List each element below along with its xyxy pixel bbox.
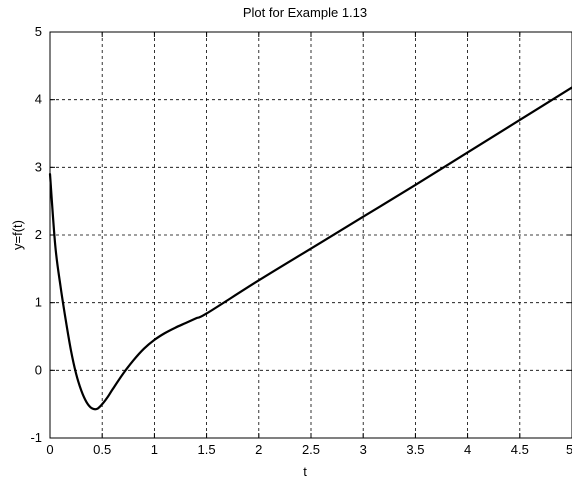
plot-frame: [49, 31, 572, 439]
y-axis-label: y=f(t): [10, 220, 25, 250]
x-tick-label: 0.5: [93, 442, 111, 457]
x-tick-label: 1: [151, 442, 158, 457]
x-tick-label: 4.5: [511, 442, 529, 457]
y-tick-label: -1: [30, 430, 42, 445]
x-tick-label: 5: [566, 442, 572, 457]
y-tick-label: 4: [35, 92, 42, 107]
chart-title: Plot for Example 1.13: [243, 5, 367, 20]
y-tick-label: 0: [35, 362, 42, 377]
series-layer: [48, 86, 572, 411]
x-tick-label: 2.5: [302, 442, 320, 457]
x-tick-label: 0: [46, 442, 53, 457]
y-tick-label: 2: [35, 227, 42, 242]
y-tick-label: 5: [35, 24, 42, 39]
grid-lines: [50, 32, 572, 438]
y-tick-label: 3: [35, 159, 42, 174]
y-tick-labels: -1 0 1 2 3 4 5: [30, 24, 42, 445]
x-axis-label: t: [303, 464, 307, 479]
y-tick-label: 1: [35, 295, 42, 310]
x-tick-label: 3.5: [406, 442, 424, 457]
x-tick-label: 3: [360, 442, 367, 457]
x-tick-label: 2: [255, 442, 262, 457]
x-tick-label: 4: [464, 442, 471, 457]
x-tick-label: 1.5: [198, 442, 216, 457]
series-line-0: [48, 86, 572, 411]
x-tick-labels: 0 0.5 1 1.5 2 2.5 3 3.5 4 4.5 5: [46, 442, 572, 457]
